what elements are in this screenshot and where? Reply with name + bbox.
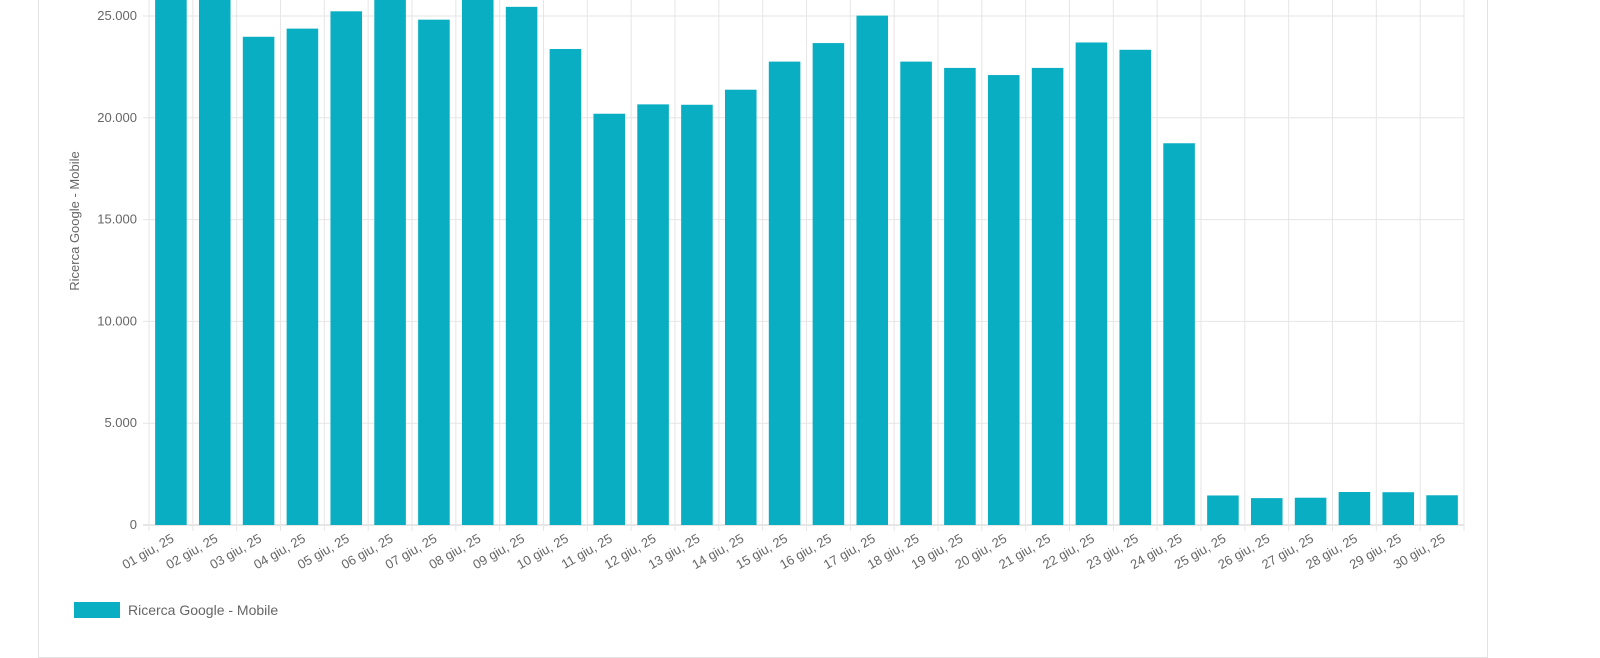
bars (155, 0, 1458, 526)
y-axis-label: Ricerca Google - Mobile (67, 151, 82, 290)
bar (593, 113, 626, 525)
bar (418, 19, 450, 526)
bar (1426, 495, 1458, 525)
bar (944, 67, 976, 525)
bar (461, 0, 494, 525)
bar (1031, 67, 1064, 525)
bar (286, 28, 319, 525)
bar (1382, 492, 1415, 525)
bar (549, 48, 582, 525)
y-tick-label: 20.000 (97, 110, 137, 125)
y-tick-label: 5.000 (104, 415, 137, 430)
bar (1294, 497, 1327, 525)
bar (768, 61, 801, 526)
grid-lines (143, 0, 1465, 531)
bar (812, 43, 845, 526)
bar (242, 36, 275, 525)
bar (505, 6, 538, 525)
legend-swatch (74, 602, 120, 618)
bar (374, 0, 406, 525)
y-tick-label: 10.000 (97, 313, 137, 328)
bar (1207, 495, 1239, 525)
bar (198, 0, 231, 525)
legend-label: Ricerca Google - Mobile (128, 602, 279, 618)
bar (724, 89, 757, 526)
y-tick-label: 25.000 (97, 8, 137, 23)
bar (1250, 498, 1283, 525)
bar (987, 75, 1020, 525)
legend[interactable]: Ricerca Google - Mobile (74, 602, 278, 618)
bar (681, 104, 713, 526)
y-tick-label: 15.000 (97, 212, 137, 227)
bar (1163, 143, 1195, 525)
bar (330, 11, 363, 525)
bar (900, 61, 932, 526)
bar (1075, 42, 1108, 526)
bar (637, 104, 669, 525)
bar (856, 15, 889, 525)
y-tick-label: 0 (130, 517, 137, 532)
bar (155, 0, 187, 525)
bar (1119, 49, 1152, 525)
bar (1338, 492, 1371, 525)
